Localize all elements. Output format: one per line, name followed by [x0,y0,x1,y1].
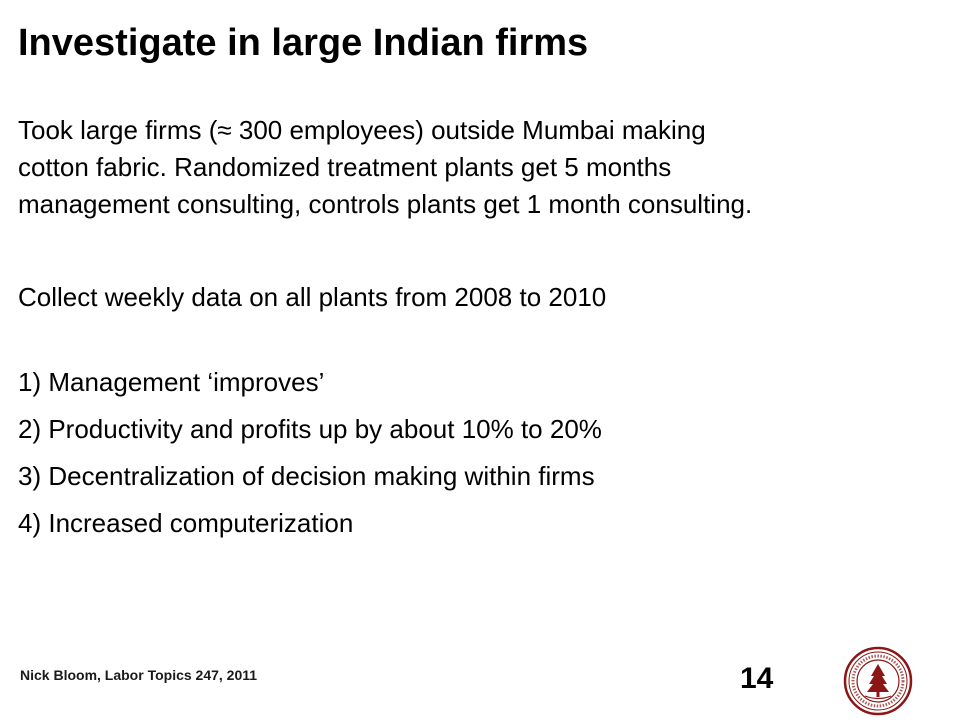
footer-author: Nick Bloom, Labor Topics 247, 2011 [20,667,258,683]
slide-title: Investigate in large Indian firms [18,22,589,64]
findings-list: 1) Management ‘improves’ 2) Productivity… [18,364,602,552]
finding-item: 4) Increased computerization [18,508,354,538]
intro-line: Took large firms (≈ 300 employees) outsi… [18,115,706,145]
intro-paragraph: Took large firms (≈ 300 employees) outsi… [18,112,938,223]
page-number: 14 [740,662,774,695]
stanford-seal-icon [843,646,913,716]
data-collection-text: Collect weekly data on all plants from 2… [18,282,607,312]
finding-item: 2) Productivity and profits up by about … [18,414,602,444]
intro-line: management consulting, controls plants g… [18,189,753,219]
finding-item: 3) Decentralization of decision making w… [18,461,595,491]
intro-line: cotton fabric. Randomized treatment plan… [18,152,672,182]
finding-item: 1) Management ‘improves’ [18,367,325,397]
